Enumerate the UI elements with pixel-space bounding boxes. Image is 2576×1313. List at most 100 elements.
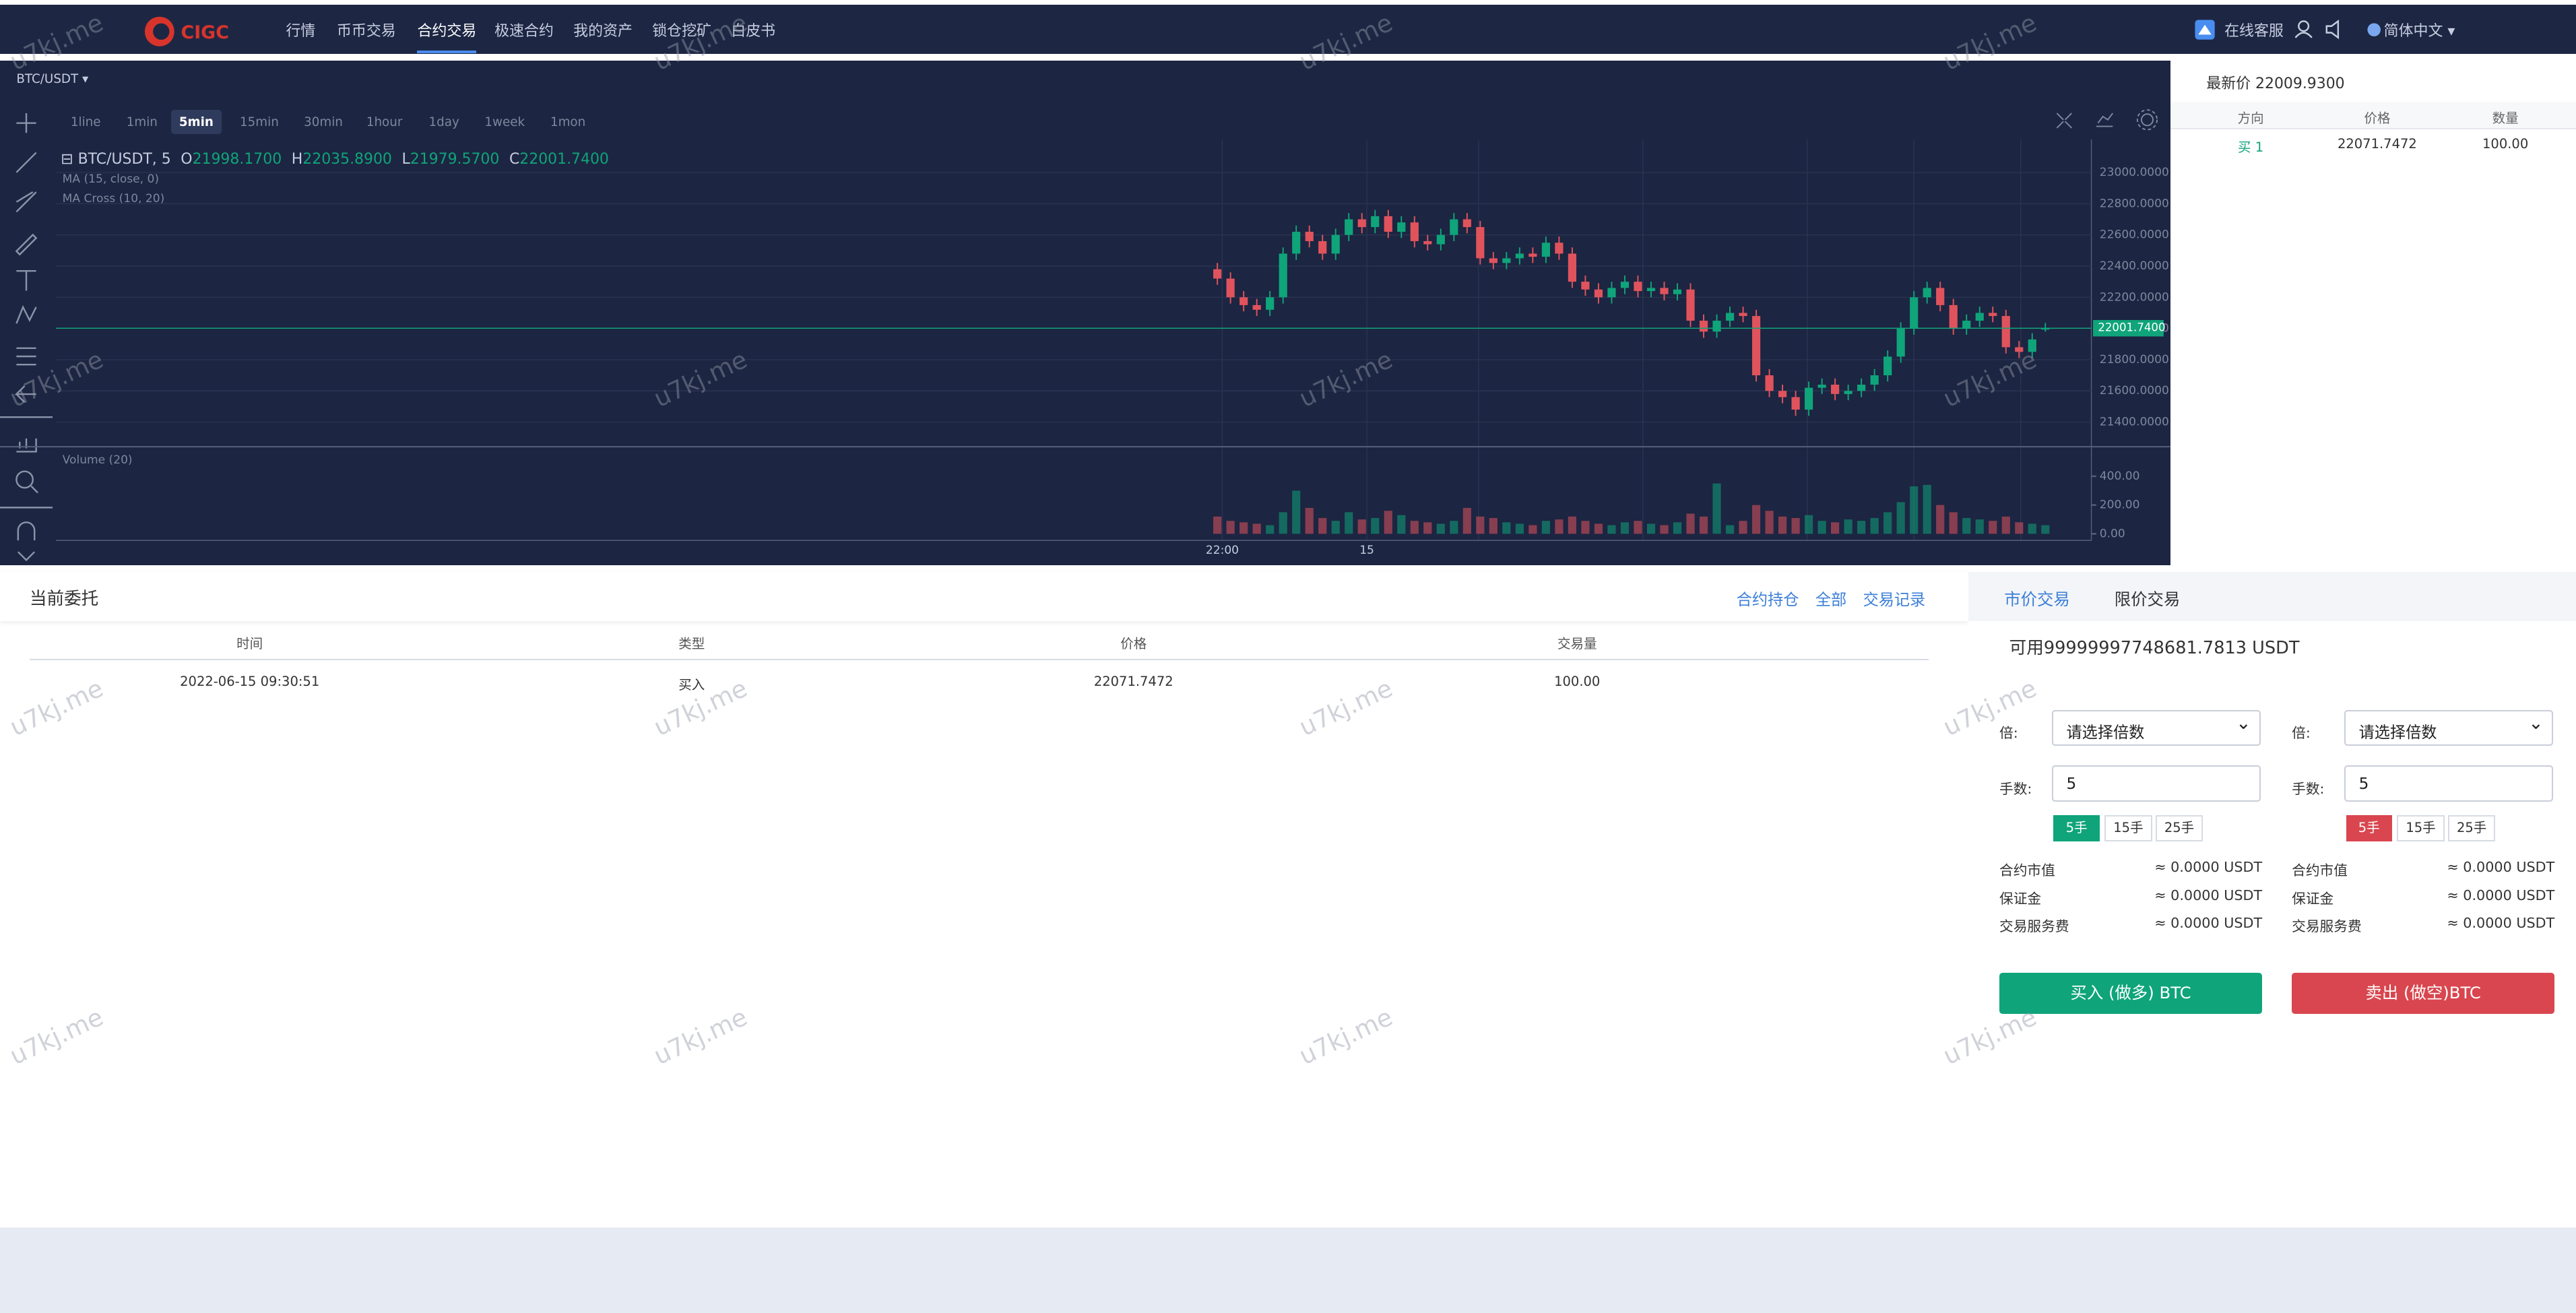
candle-body — [1936, 288, 1945, 306]
candle-body — [1226, 278, 1235, 298]
orders-cell: 22071.7472 — [1093, 673, 1173, 689]
volume-bar — [1371, 518, 1380, 534]
candle-body — [1555, 243, 1564, 254]
ohlc-value: 21998.1700 — [192, 151, 282, 168]
submit-button[interactable]: 卖出 (做空)BTC — [2292, 972, 2555, 1014]
candle-body — [1371, 216, 1380, 228]
book-header-cell: 方向 — [2237, 110, 2264, 126]
info-label: 合约市值 — [1999, 862, 2055, 879]
candle-body — [1739, 313, 1747, 317]
lots-input[interactable]: 5 — [2344, 765, 2553, 802]
volume-bar — [1345, 512, 1353, 534]
interval-button[interactable]: 1day — [428, 115, 459, 129]
interval-button[interactable]: 15min — [240, 115, 279, 129]
y-tick-label: 22600.0000 — [2100, 228, 2169, 242]
orders-tab[interactable]: 交易记录 — [1863, 591, 1926, 609]
candle-body — [1502, 258, 1511, 263]
volume-bar — [1515, 523, 1524, 534]
menu-item[interactable]: 极速合约 — [494, 23, 554, 40]
interval-button[interactable]: 1min — [126, 115, 158, 129]
volume-bar — [1817, 521, 1826, 534]
language: 简体中文 — [2383, 23, 2443, 40]
volume-bar — [1712, 483, 1721, 534]
quick-lots-button[interactable]: 15手 — [2104, 814, 2152, 841]
menu-item[interactable]: 币币交易 — [336, 23, 396, 40]
candle-body — [1436, 234, 1445, 245]
info-label: 交易服务费 — [2292, 918, 2362, 935]
y-tick-label: 21800.0000 — [2100, 353, 2169, 366]
orders-header-cell: 类型 — [678, 635, 705, 651]
quick-lots-button[interactable]: 5手 — [2053, 814, 2100, 841]
volume-bar — [1226, 521, 1235, 534]
trade-tab[interactable]: 限价交易 — [2114, 589, 2181, 609]
candle-body — [1607, 288, 1616, 298]
leverage-select[interactable]: 请选择倍数 ⌄ — [2052, 709, 2261, 746]
lots-input[interactable]: 5 — [2052, 765, 2261, 802]
book-cell: 22071.7472 — [2337, 136, 2417, 152]
volume-bar — [1620, 522, 1630, 534]
lots-label: 手数: — [1999, 780, 2032, 797]
volume-bar — [1502, 522, 1511, 534]
volume-bar — [1568, 516, 1577, 534]
info-label: 保证金 — [1999, 890, 2042, 907]
interval-button[interactable]: 1week — [484, 115, 525, 129]
volume-bar — [1989, 521, 1997, 534]
ohlc-label: C — [509, 151, 520, 168]
volume-bar — [1725, 525, 1735, 534]
volume-bar — [1673, 522, 1682, 534]
volume-bar — [1751, 505, 1761, 534]
menu-item[interactable]: 锁仓挖矿 — [652, 23, 711, 40]
available-balance: 可用99999997748681.7813 USDT — [2009, 638, 2300, 659]
submit-button[interactable]: 买入 (做多) BTC — [1999, 972, 2263, 1014]
orders-tab[interactable]: 合约持仓 — [1736, 591, 1799, 609]
candle-body — [1962, 321, 1971, 329]
interval-button[interactable]: 1line — [70, 115, 101, 129]
candle-body — [1528, 253, 1537, 257]
menu-item[interactable]: 合约交易 — [417, 20, 477, 53]
orders-header-cell: 时间 — [236, 635, 263, 651]
quick-lots-button[interactable]: 25手 — [2155, 814, 2203, 841]
candle-body — [2015, 347, 2024, 352]
orders-tab[interactable]: 全部 — [1815, 591, 1847, 609]
volume-bar — [1410, 521, 1419, 534]
leverage-select[interactable]: 请选择倍数 ⌄ — [2344, 709, 2553, 746]
y-tick-label: 22200.0000 — [2100, 291, 2169, 305]
interval-button[interactable]: 30min — [304, 115, 343, 129]
candle-body — [1252, 305, 1261, 311]
volume-bar — [1778, 516, 1787, 534]
interval-button[interactable]: 5min — [170, 110, 222, 135]
menu-item[interactable]: 行情 — [286, 23, 316, 40]
symbol-selector[interactable]: BTC/USDT ▾ — [16, 72, 89, 87]
quick-lots-button[interactable]: 15手 — [2397, 814, 2445, 841]
menu-item[interactable]: 我的资产 — [573, 23, 633, 40]
candle-body — [1541, 243, 1550, 257]
candle-body — [1450, 219, 1458, 235]
footer — [0, 1227, 2576, 1313]
service-link[interactable]: 在线客服 — [2224, 23, 2284, 40]
indicator-label: MA Cross (10, 20) — [62, 192, 165, 206]
book-header-cell: 价格 — [2364, 110, 2391, 126]
chart-panel: BTC/USDT ▾ 1line 1min 5min 15min 30min 1hour 1… — [0, 61, 2170, 565]
volume-bar — [2015, 522, 2024, 534]
interval-button[interactable]: 1hour — [366, 115, 403, 129]
quick-lots-button[interactable]: 25手 — [2447, 814, 2496, 841]
candle-body — [1594, 289, 1603, 298]
lots-label: 手数: — [2292, 780, 2325, 797]
volume-bar — [1384, 511, 1392, 534]
trade-panel: 市价交易 限价交易 可用99999997748681.7813 USDT 倍: 请选… — [1968, 571, 2576, 1227]
volume-bar — [1541, 521, 1550, 534]
volume-bar — [1857, 521, 1866, 534]
trade-tab[interactable]: 市价交易 — [2004, 589, 2070, 609]
menu-item[interactable]: 白皮书 — [731, 23, 776, 40]
volume-tick-label: 0.00 — [2100, 527, 2125, 541]
language-switch[interactable]: 简体中文 ▾ — [2383, 23, 2455, 40]
candle-body — [1857, 385, 1866, 391]
quick-lots-button[interactable]: 5手 — [2346, 814, 2392, 841]
info-label: 合约市值 — [2292, 862, 2348, 879]
info-label: 保证金 — [2292, 890, 2334, 907]
orders-cell: 2022-06-15 09:30:51 — [180, 673, 320, 689]
interval-button[interactable]: 1mon — [550, 115, 586, 129]
orders-header-cell: 交易量 — [1557, 635, 1597, 651]
symbol: BTC/USDT — [16, 72, 79, 87]
trade-tab-bar — [1968, 571, 2576, 621]
